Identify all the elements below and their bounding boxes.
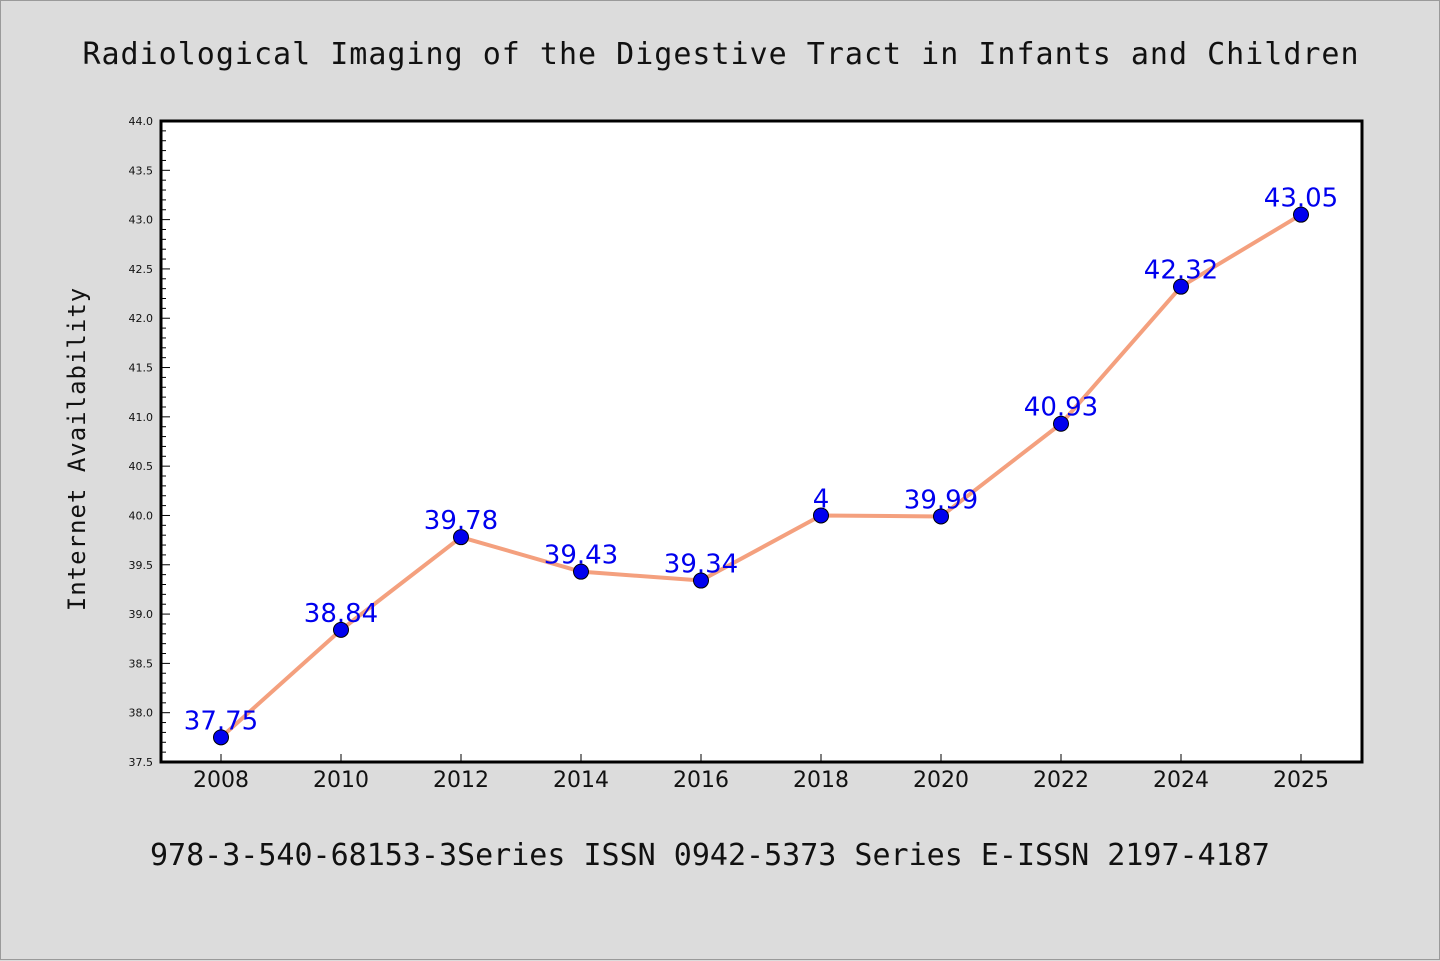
y-tick-label: 43.0 — [129, 214, 154, 227]
y-tick-label: 42.0 — [129, 312, 154, 325]
series-line — [219, 212, 1303, 740]
data-label: 43.05 — [1264, 184, 1338, 214]
y-tick-label: 39.5 — [129, 559, 154, 572]
y-axis-ticks: 37.5 38.0 38.5 39.0 39.5 40.0 40.5 41.0 41.5 42.0… — [129, 115, 170, 769]
data-point — [1293, 206, 1309, 223]
data-label: 40.93 — [1024, 393, 1098, 423]
x-tick-label: 2020 — [913, 768, 969, 793]
x-tick-label: 2008 — [193, 768, 249, 793]
y-tick-label: 41.5 — [129, 362, 154, 375]
x-tick-label: 2025 — [1273, 768, 1329, 793]
data-point — [453, 529, 469, 546]
y-axis-label: Internet Availability — [63, 287, 91, 611]
data-label: 39.43 — [544, 541, 618, 571]
chart-title: Radiological Imaging of the Digestive Tr… — [82, 37, 1359, 72]
y-tick-label: 38.0 — [129, 707, 154, 720]
x-tick-label: 2010 — [313, 768, 369, 793]
x-tick-label: 2024 — [1153, 768, 1209, 793]
plot-area — [159, 119, 1364, 764]
data-label: 39.34 — [664, 550, 738, 580]
y-tick-label: 38.5 — [129, 657, 154, 670]
y-tick-label: 39.0 — [129, 608, 154, 621]
data-label: 4 — [813, 484, 830, 514]
data-label: 38.84 — [304, 599, 378, 629]
y-tick-label: 37.5 — [129, 756, 154, 769]
data-point — [1053, 415, 1069, 432]
y-tick-label: 44.0 — [129, 115, 154, 128]
y-tick-label: 43.5 — [129, 164, 154, 177]
data-point — [573, 563, 589, 580]
data-point — [213, 729, 229, 746]
x-tick-label: 2018 — [793, 768, 849, 793]
x-tick-label: 2012 — [433, 768, 489, 793]
data-point — [933, 508, 949, 525]
y-tick-label: 41.0 — [129, 411, 154, 424]
y-tick-label: 40.5 — [129, 460, 154, 473]
data-label: 39.99 — [904, 485, 978, 515]
y-tick-label: 42.5 — [129, 263, 154, 276]
data-label: 42.32 — [1144, 256, 1218, 286]
data-label: 39.78 — [424, 506, 498, 536]
data-point — [1173, 278, 1189, 295]
data-point — [813, 507, 829, 524]
data-point — [333, 621, 349, 638]
x-axis-ticks: 2008 2010 2012 2014 2016 2018 2020 2022 2024 2025 — [193, 754, 1329, 793]
x-tick-label: 2022 — [1033, 768, 1089, 793]
x-tick-label: 2016 — [673, 768, 729, 793]
data-point — [693, 572, 709, 589]
footer-text: 978-3-540-68153-3Series ISSN 0942-5373 S… — [150, 838, 1270, 873]
x-tick-label: 2014 — [553, 768, 609, 793]
data-label: 37.75 — [184, 706, 258, 736]
y-tick-label: 40.0 — [129, 509, 154, 522]
series-layer: 37.75 38.84 39.78 39.43 39.34 4 39.99 40.93 42.3… — [184, 184, 1338, 746]
